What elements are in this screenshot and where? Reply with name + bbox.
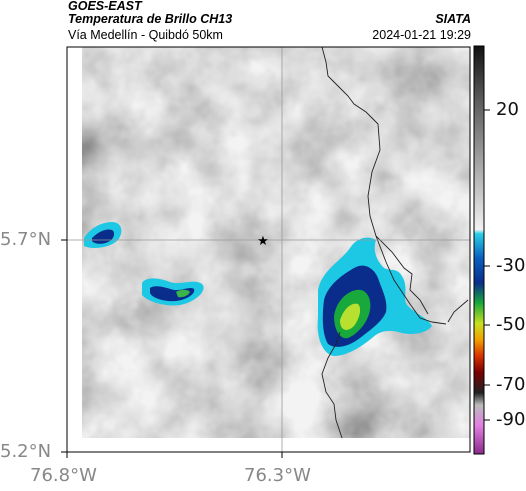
timestamp-label: 2024-01-21 19:29 <box>372 28 471 42</box>
colorbar-label: -50 <box>496 314 526 335</box>
colorbar-label: -70 <box>496 374 526 395</box>
cold-cloud-central <box>142 278 204 306</box>
cloud-texture <box>82 47 470 438</box>
y-tick-label: 5.7°N <box>0 229 52 250</box>
axis-ticks <box>61 239 283 458</box>
organization-label: SIATA <box>435 12 471 26</box>
product-source: GOES-EAST <box>68 0 142 13</box>
boundary-line-branch <box>375 235 429 315</box>
colorbar-ticks <box>484 109 490 421</box>
colorbar-gradient <box>473 45 485 455</box>
boundary-line-south <box>321 331 343 439</box>
colorbar-label: 20 <box>496 99 519 120</box>
boundary-line-edge <box>447 299 469 323</box>
y-tick-label: 5.2°N <box>0 441 52 462</box>
location-label: Vía Medellín - Quibdó 50km <box>68 28 223 42</box>
colorbar-label: -90 <box>496 409 526 430</box>
x-tick-label: 76.8°W <box>30 465 97 486</box>
plot-frame <box>66 46 471 453</box>
product-title: Temperatura de Brillo CH13 <box>68 12 233 26</box>
star-marker: ★ <box>257 234 269 249</box>
boundary-line-east <box>321 47 447 325</box>
x-tick-label: 76.3°W <box>244 465 311 486</box>
colorbar-label: -30 <box>496 255 526 276</box>
convective-system-east <box>317 237 432 356</box>
